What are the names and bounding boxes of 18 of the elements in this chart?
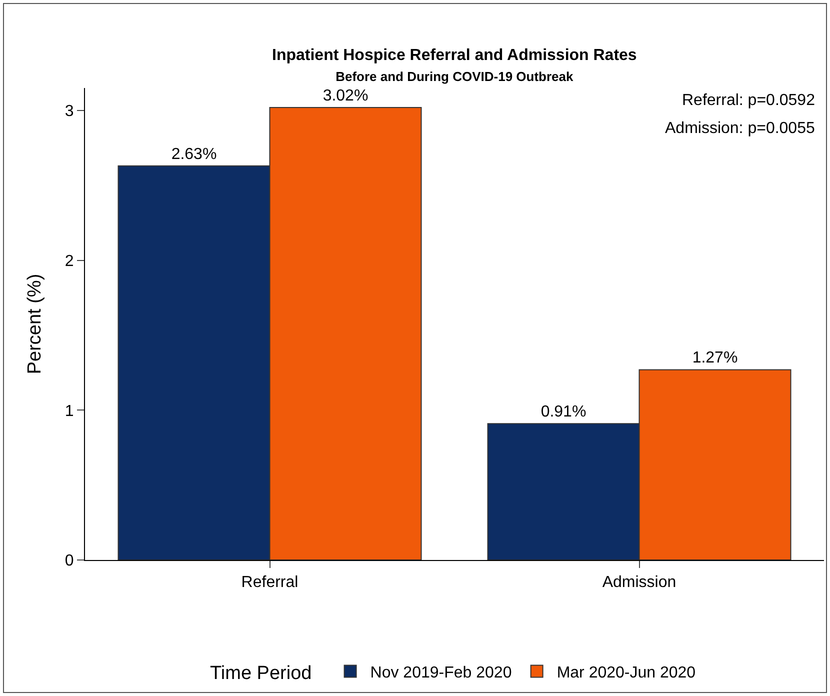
y-tick-label: 2 <box>64 252 74 270</box>
chart-subtitle: Before and During COVID-19 Outbreak <box>336 68 574 84</box>
data-label: 1.27% <box>692 350 738 367</box>
legend-title: Time Period <box>210 663 322 684</box>
legend-label: Nov 2019-Feb 2020 <box>370 664 512 682</box>
annotation: Admission: p=0.0055 <box>665 120 815 137</box>
y-tick-label: 0 <box>64 552 74 570</box>
chart-title: Inpatient Hospice Referral and Admission Rates <box>272 47 637 64</box>
legend-label: Mar 2020-Jun 2020 <box>556 664 696 682</box>
data-label: 3.02% <box>322 87 368 104</box>
data-label: 0.91% <box>540 404 586 421</box>
y-tick-label: 3 <box>64 103 74 120</box>
annotation: Referral: p=0.0592 <box>682 92 816 109</box>
x-tick-label: Referral <box>241 574 298 592</box>
data-label: 2.63% <box>171 146 217 163</box>
y-tick-label: 1 <box>64 402 74 420</box>
y-axis-title: Percent (%) <box>24 274 46 374</box>
x-tick-label: Admission <box>602 574 676 592</box>
